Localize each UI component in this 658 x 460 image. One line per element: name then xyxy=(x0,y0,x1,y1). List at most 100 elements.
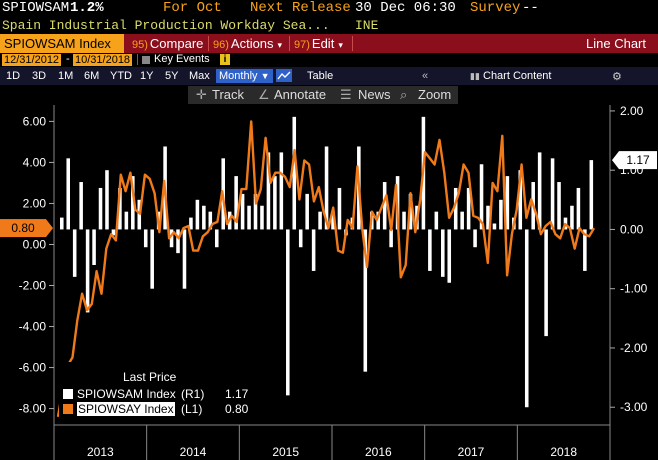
bar xyxy=(589,160,594,230)
bar xyxy=(60,217,64,230)
divider xyxy=(208,36,209,51)
bar xyxy=(473,229,477,248)
start-date-field[interactable]: 12/31/2012 xyxy=(2,54,62,66)
line-series xyxy=(56,120,596,417)
next-release-label: Next Release xyxy=(250,0,351,16)
legend: Last Price SPIOWSAM Index (R1) 1.17 SPIO… xyxy=(59,362,255,417)
x-tick-label: 2015 xyxy=(272,445,299,459)
bar xyxy=(382,182,387,230)
period-1m[interactable]: 1M xyxy=(58,70,74,82)
bar xyxy=(428,229,432,271)
bar xyxy=(524,229,529,408)
x-tick-label: 2017 xyxy=(458,445,485,459)
right-last-value-label: 1.17 xyxy=(626,153,650,167)
chart-type-label[interactable]: Line Chart xyxy=(586,36,646,51)
period-6m[interactable]: 6M xyxy=(84,70,100,82)
table-button[interactable]: Table xyxy=(307,70,334,82)
actions-button[interactable]: 96) Actions ▾ xyxy=(213,34,282,53)
key-events-checkbox[interactable] xyxy=(142,56,150,64)
period-label: For Oct xyxy=(163,0,222,16)
next-release-date: 30 Dec 06:30 xyxy=(355,0,456,16)
period-1d[interactable]: 1D xyxy=(6,70,21,82)
end-date-field[interactable]: 10/31/2018 xyxy=(73,54,133,66)
left-tick-label: 4.00 xyxy=(23,155,47,169)
quote-header: SPIOWSAM 1.2% For Oct Next Release 30 De… xyxy=(0,0,658,17)
period-toolbar: 1D 3D 1M 6M YTD 1Y 5Y Max Monthly ▼ Tabl… xyxy=(0,67,658,85)
period-ytd[interactable]: YTD xyxy=(110,70,132,82)
gear-icon[interactable]: ⚙ xyxy=(612,71,622,83)
legend-axis: (R1) xyxy=(181,387,205,401)
bar xyxy=(583,229,587,271)
period-5y[interactable]: 5Y xyxy=(165,70,179,82)
bar xyxy=(111,229,116,236)
bar xyxy=(182,229,187,289)
legend-item: SPIOWSAY Index (L1) 0.80 xyxy=(63,402,253,416)
period-max[interactable]: Max xyxy=(189,70,210,82)
chart-tools: ✛ Track ∠ Annotate ☰ News ⌕ Zoom xyxy=(188,86,458,104)
left-tick-label: -4.00 xyxy=(19,320,47,334)
bar xyxy=(240,193,245,230)
x-tick-label: 2013 xyxy=(87,445,114,459)
bar xyxy=(518,170,523,230)
bar xyxy=(434,211,439,230)
bar xyxy=(169,229,174,248)
bar xyxy=(273,176,277,230)
legend-axis: (L1) xyxy=(181,402,203,416)
ticker-label: SPIOWSAM xyxy=(2,0,70,16)
x-axis: 2013 2014 2015 2016 2017 2018 xyxy=(87,425,577,460)
bar xyxy=(208,211,213,230)
bar xyxy=(247,205,251,230)
left-tick-label: -8.00 xyxy=(19,402,47,416)
left-tick-label: 2.00 xyxy=(23,196,47,210)
annotate-button[interactable]: Annotate xyxy=(274,87,327,102)
security-field[interactable]: SPIOWSAM Index xyxy=(0,34,124,53)
bar xyxy=(72,229,77,277)
bar xyxy=(131,176,135,230)
bar xyxy=(557,182,561,230)
info-icon[interactable]: i xyxy=(220,54,230,65)
left-tick-label: 0.00 xyxy=(23,237,47,251)
bar xyxy=(150,229,154,289)
crosshair-icon: ✛ xyxy=(196,87,207,102)
right-last-value-pointer xyxy=(612,151,619,170)
source-label: INE xyxy=(355,18,379,33)
compare-label: Compare xyxy=(149,36,204,51)
left-last-value-label: 0.80 xyxy=(11,221,35,235)
line-chart-icon[interactable] xyxy=(276,69,292,82)
bar xyxy=(324,146,329,230)
chart-content-button[interactable]: Chart Content xyxy=(483,70,552,82)
track-button[interactable]: Track xyxy=(212,87,245,102)
bar xyxy=(79,182,83,230)
bar xyxy=(137,199,142,230)
left-last-value-box xyxy=(0,219,46,238)
chart-tools-row: ✛ Track ∠ Annotate ☰ News ⌕ Zoom xyxy=(0,85,658,105)
actions-label: Actions xyxy=(230,36,274,51)
divider xyxy=(137,54,138,65)
bar xyxy=(66,158,71,230)
zoom-button[interactable]: Zoom xyxy=(418,87,452,102)
legend-value: 0.80 xyxy=(225,402,249,416)
compare-button[interactable]: 95) Compare xyxy=(132,34,203,53)
period-1y[interactable]: 1Y xyxy=(140,70,154,82)
x-tick-label: 2018 xyxy=(550,445,577,459)
bar xyxy=(376,211,380,230)
frequency-dropdown[interactable]: Monthly ▼ xyxy=(216,69,273,83)
bar xyxy=(466,187,471,230)
bar xyxy=(576,187,581,230)
bar xyxy=(195,199,200,230)
survey-label: Survey xyxy=(470,0,521,16)
bar xyxy=(363,229,368,372)
period-3d[interactable]: 3D xyxy=(32,70,47,82)
right-last-value-box xyxy=(619,151,657,170)
collapse-left-icon[interactable]: « xyxy=(422,70,429,82)
edit-button[interactable]: 97) Edit ▾ xyxy=(294,34,343,53)
line-path xyxy=(56,120,596,417)
news-button[interactable]: News xyxy=(358,87,391,102)
legend-value: 1.17 xyxy=(225,387,249,401)
bar xyxy=(253,193,258,230)
bar xyxy=(98,187,103,230)
security-description: Spain Industrial Production Workday Sea.… xyxy=(2,18,330,33)
legend-title: Last Price xyxy=(123,370,177,384)
right-axis: 2.001.000.00-1.00-2.00-3.001.17 xyxy=(610,104,657,414)
